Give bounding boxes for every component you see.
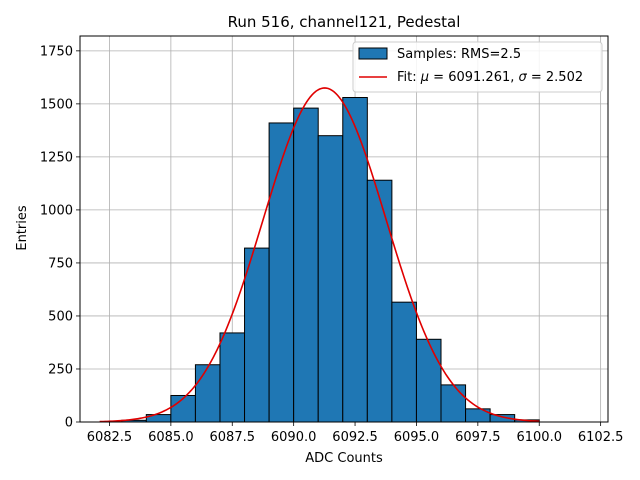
x-axis-label: ADC Counts [305, 451, 383, 466]
legend-histogram-swatch [358, 47, 388, 60]
x-tick-label: 6100.0 [516, 430, 562, 445]
x-tick-label: 6102.5 [578, 430, 624, 445]
histogram-bar [366, 179, 393, 423]
x-tick-label: 6097.5 [455, 430, 501, 445]
x-tick-label: 6087.5 [210, 430, 256, 445]
x-axis-ticks: 6082.5 6085.0 6087.5 6090.0 6092.5 6095.0 6097… [87, 422, 624, 445]
y-axis-ticks: 0 250 500 750 1000 1250 1500 1750 [40, 44, 80, 431]
legend-fit-sigma-value: = 2.502 [527, 70, 583, 85]
fit-curve [99, 87, 540, 423]
y-tick-label: 250 [48, 362, 73, 377]
histogram-bar [440, 384, 467, 423]
plot-frame [79, 35, 609, 423]
legend-fit-sigma-symbol: σ [519, 70, 528, 85]
y-tick-label: 1500 [40, 97, 73, 112]
legend-histogram-label: Samples: RMS=2.5 [397, 47, 521, 62]
chart-title: Run 516, channel121, Pedestal [228, 13, 461, 31]
histogram-bar [293, 107, 319, 423]
x-tick-label: 6092.5 [332, 430, 378, 445]
histogram-bar [415, 338, 442, 423]
legend: Samples: RMS=2.5 Fit: μ = 6091.261, σ = … [352, 41, 603, 93]
legend-box [352, 41, 603, 93]
x-tick-label: 6082.5 [87, 430, 133, 445]
y-tick-label: 750 [48, 256, 73, 271]
y-tick-label: 500 [48, 309, 73, 324]
legend-fit-mu-value: = 6091.261, [429, 70, 518, 85]
x-tick-label: 6095.0 [394, 430, 440, 445]
y-tick-label: 1750 [40, 44, 73, 59]
y-tick-label: 1000 [40, 203, 73, 218]
histogram-bar [219, 332, 246, 423]
x-tick-label: 6085.0 [148, 430, 194, 445]
legend-fit-label: Fit: μ = 6091.261, σ = 2.502 [397, 70, 583, 85]
histogram-bar [170, 394, 196, 423]
histogram-bar [317, 135, 344, 423]
histogram-bar [391, 301, 417, 423]
histogram-bar [268, 122, 295, 423]
histogram-bar [244, 247, 270, 423]
fit-curve-layer [99, 87, 540, 423]
histogram-bar [342, 97, 368, 423]
y-axis-label: Entries [15, 205, 30, 251]
histogram-bars [121, 97, 540, 423]
legend-fit-mu-symbol: μ [420, 70, 429, 85]
y-tick-label: 0 [65, 416, 73, 431]
y-tick-label: 1250 [40, 150, 73, 165]
histogram-bar [194, 364, 221, 423]
x-tick-label: 6090.0 [271, 430, 317, 445]
legend-fit-prefix: Fit: [397, 70, 421, 85]
